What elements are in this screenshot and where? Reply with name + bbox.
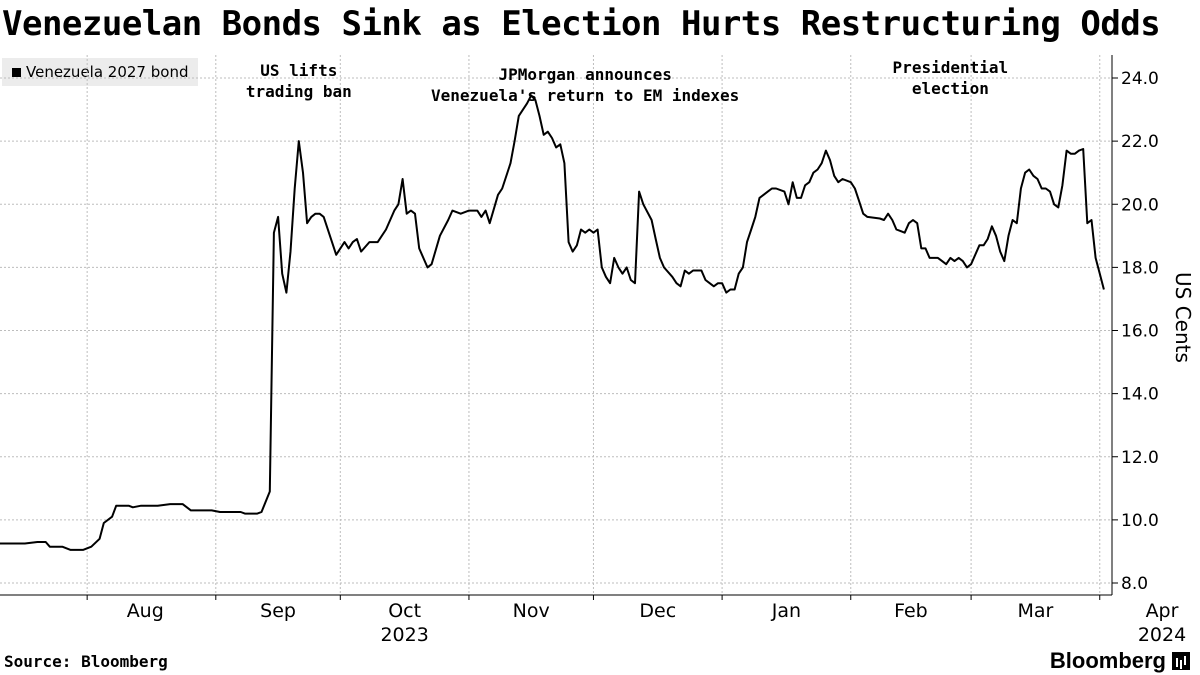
x-tick-label: Aug bbox=[127, 600, 164, 622]
y-tick-label: 16.0 bbox=[1121, 322, 1159, 342]
x-tick-label: Apr bbox=[1146, 600, 1179, 622]
source-note: Source: Bloomberg bbox=[4, 652, 168, 671]
annotation-label: US lifts trading ban bbox=[246, 61, 352, 101]
y-tick-label: 22.0 bbox=[1121, 132, 1159, 152]
x-tick-label: Nov bbox=[513, 600, 550, 622]
x-tick-label: Sep bbox=[260, 600, 296, 622]
x-year-label: 2023 bbox=[380, 624, 428, 646]
annotation-label: Presidential election bbox=[893, 58, 1009, 98]
y-tick-label: 10.0 bbox=[1121, 511, 1159, 531]
y-axis-title: US Cents bbox=[1171, 272, 1195, 363]
x-tick-label: Feb bbox=[894, 600, 928, 622]
y-tick-label: 24.0 bbox=[1121, 69, 1159, 89]
y-tick-label: 8.0 bbox=[1121, 574, 1148, 594]
legend: Venezuela 2027 bond bbox=[2, 58, 199, 86]
x-year-label: 2024 bbox=[1138, 624, 1186, 646]
annotation-label: JPMorgan announces Venezuela's return to … bbox=[431, 65, 739, 105]
chart-title: Venezuelan Bonds Sink as Election Hurts … bbox=[2, 4, 1161, 44]
bloomberg-chart-icon bbox=[1172, 652, 1190, 670]
y-tick-label: 12.0 bbox=[1121, 448, 1159, 468]
y-tick-label: 18.0 bbox=[1121, 258, 1159, 278]
x-tick-label: Oct bbox=[388, 600, 421, 622]
y-tick-label: 20.0 bbox=[1121, 195, 1159, 215]
y-tick-label: 14.0 bbox=[1121, 385, 1159, 405]
x-tick-label: Dec bbox=[639, 600, 676, 622]
x-tick-label: Jan bbox=[771, 600, 801, 622]
brand-logo: Bloomberg bbox=[1050, 648, 1190, 674]
brand-wordmark: Bloomberg bbox=[1049, 648, 1166, 673]
x-tick-label: Mar bbox=[1017, 600, 1053, 622]
legend-label: Venezuela 2027 bond bbox=[26, 63, 189, 81]
series-line-venezuela-2027 bbox=[0, 94, 1105, 551]
legend-swatch-icon bbox=[12, 67, 21, 77]
